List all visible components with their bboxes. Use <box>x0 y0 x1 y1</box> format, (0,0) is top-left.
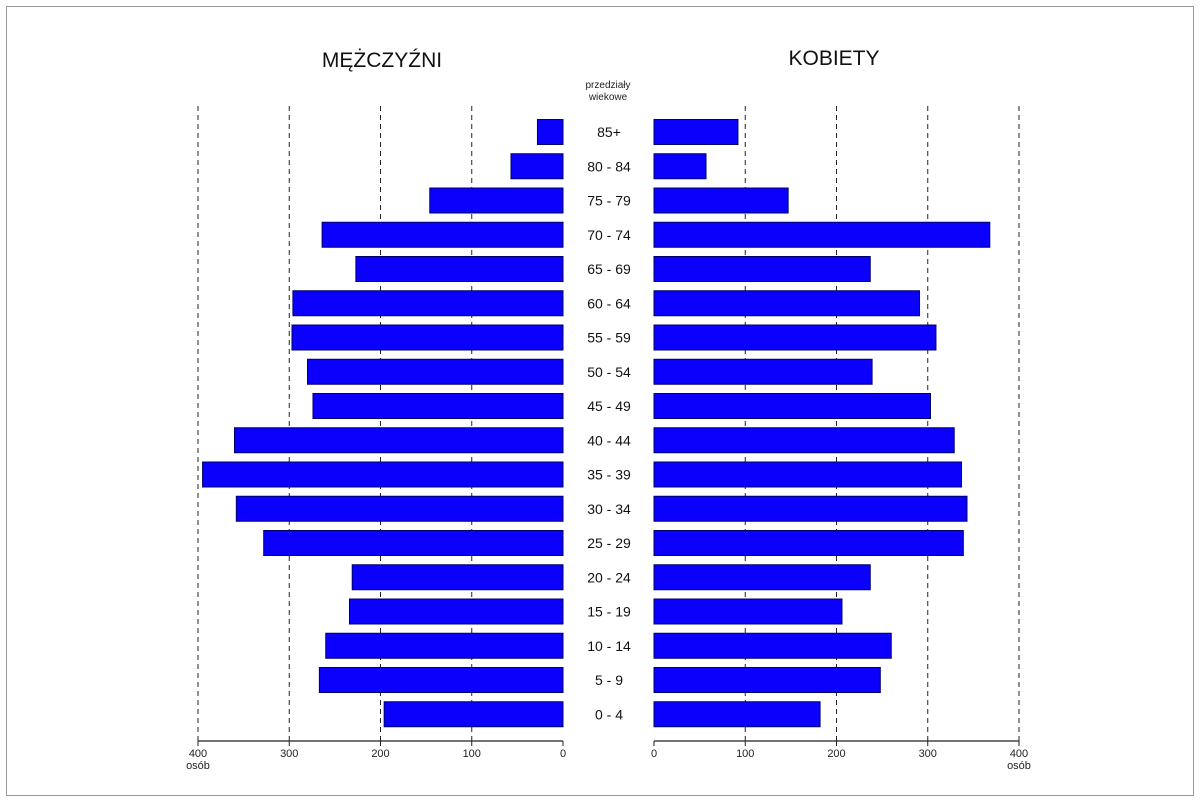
bar-male-12 <box>263 530 564 556</box>
age-label-7: 50 - 54 <box>587 364 631 380</box>
bar-male-11 <box>235 495 564 522</box>
x-tick-label-left-0: 0 <box>560 748 566 760</box>
x-tick-label-left-300: 300 <box>280 748 298 760</box>
bar-female-3 <box>653 221 991 248</box>
bar-male-10 <box>202 461 564 488</box>
bar-female-16 <box>653 667 881 693</box>
x-tick-label-right-200: 200 <box>827 748 845 760</box>
age-label-14: 15 - 19 <box>587 604 631 620</box>
bar-female-9 <box>653 427 955 454</box>
x-tick-label-right-300: 300 <box>919 748 937 760</box>
bar-male-13 <box>351 564 564 591</box>
chart-frame <box>6 6 1194 796</box>
bar-male-8 <box>312 393 564 419</box>
x-tick-label-left-400: 400 <box>189 748 207 760</box>
bar-female-7 <box>653 358 873 385</box>
bars <box>202 119 991 728</box>
bar-male-9 <box>234 427 564 454</box>
age-label-17: 0 - 4 <box>595 706 623 722</box>
bar-male-5 <box>292 290 564 317</box>
bar-female-1 <box>653 153 707 180</box>
age-label-3: 70 - 74 <box>587 227 631 243</box>
bar-male-7 <box>307 358 564 385</box>
bar-female-14 <box>653 598 843 625</box>
x-unit-label-right: osób <box>1007 760 1031 772</box>
bar-female-8 <box>653 393 931 419</box>
x-tick-label-left-100: 100 <box>463 748 481 760</box>
bar-female-17 <box>653 701 821 728</box>
bar-female-12 <box>653 530 964 556</box>
bar-female-13 <box>653 564 871 591</box>
bar-male-6 <box>291 324 564 351</box>
age-label-1: 80 - 84 <box>587 158 631 174</box>
bar-male-14 <box>348 598 564 625</box>
age-label-5: 60 - 64 <box>587 295 631 311</box>
age-label-2: 75 - 79 <box>587 193 631 209</box>
gridlines <box>197 106 1020 741</box>
bar-female-11 <box>653 495 968 522</box>
bar-male-17 <box>383 701 564 728</box>
x-tick-label-right-0: 0 <box>651 748 657 760</box>
age-label-16: 5 - 9 <box>595 672 623 688</box>
x-unit-label-left: osób <box>186 760 210 772</box>
age-label-11: 30 - 34 <box>587 501 631 517</box>
bar-male-2 <box>429 187 564 214</box>
bar-female-4 <box>653 256 871 282</box>
age-header-line-1: przedziały <box>585 80 630 91</box>
age-label-15: 10 - 14 <box>587 638 631 654</box>
age-label-9: 40 - 44 <box>587 432 631 448</box>
age-label-0: 85+ <box>597 124 621 140</box>
bar-female-5 <box>653 290 921 317</box>
bar-male-3 <box>321 221 564 248</box>
age-header-line-2: wiekowe <box>588 92 628 103</box>
x-tick-label-right-100: 100 <box>736 748 754 760</box>
right-chart-title: KOBIETY <box>788 47 879 70</box>
bar-male-0 <box>536 119 564 145</box>
x-tick-label-left-200: 200 <box>371 748 389 760</box>
bar-female-10 <box>653 461 963 488</box>
bar-male-15 <box>325 632 564 659</box>
bar-male-4 <box>355 256 564 282</box>
age-label-12: 25 - 29 <box>587 535 631 551</box>
age-label-4: 65 - 69 <box>587 261 631 277</box>
bar-female-15 <box>653 632 892 659</box>
bar-male-1 <box>510 153 564 180</box>
left-chart-title: MĘŻCZYŹNI <box>322 49 442 72</box>
x-tick-label-right-400: 400 <box>1010 748 1028 760</box>
bar-female-6 <box>653 324 937 351</box>
age-label-10: 35 - 39 <box>587 467 631 483</box>
age-label-6: 55 - 59 <box>587 330 631 346</box>
age-label-8: 45 - 49 <box>587 398 631 414</box>
age-label-13: 20 - 24 <box>587 569 631 585</box>
bar-female-2 <box>653 187 789 214</box>
bar-male-16 <box>318 667 564 693</box>
age-labels: 85+ 80 - 84 75 - 79 70 - 74 65 - 69 60 - 64 55… <box>587 124 631 722</box>
bar-female-0 <box>653 119 739 145</box>
